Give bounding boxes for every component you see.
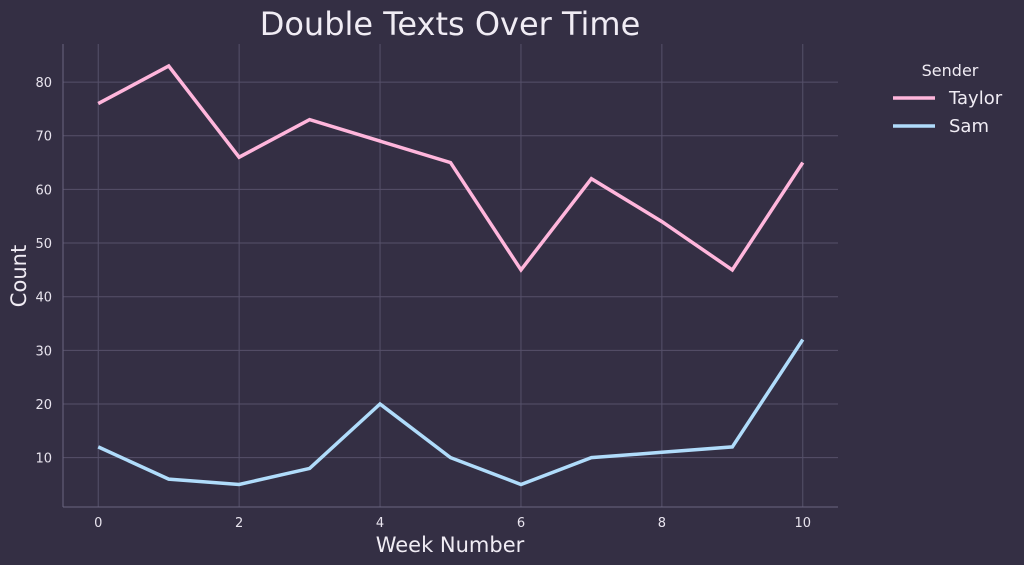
x-tick-label: 4 — [376, 516, 384, 531]
legend-title: Sender — [922, 61, 979, 80]
x-tick-label: 2 — [235, 516, 243, 531]
series-line-taylor — [97, 63, 805, 273]
grid — [63, 44, 838, 507]
legend-label-sam: Sam — [949, 116, 989, 137]
series-line-sam — [97, 338, 805, 487]
tick-labels: 0 2 4 6 8 10 10 20 30 40 50 60 70 80 — [35, 76, 811, 531]
y-tick-label: 50 — [35, 237, 52, 252]
y-tick-label: 80 — [35, 76, 52, 91]
x-tick-label: 10 — [794, 516, 811, 531]
y-tick-label: 10 — [35, 452, 52, 467]
x-tick-label: 8 — [658, 516, 666, 531]
axes — [62, 44, 838, 508]
legend: Sender Taylor Sam — [893, 61, 1003, 137]
y-tick-label: 70 — [35, 130, 52, 145]
y-tick-label: 20 — [35, 398, 52, 413]
x-tick-label: 0 — [94, 516, 102, 531]
legend-label-taylor: Taylor — [948, 88, 1003, 109]
series-lines — [97, 63, 805, 487]
y-tick-label: 30 — [35, 344, 52, 359]
y-axis-label: Count — [7, 245, 31, 307]
x-axis-label: Week Number — [376, 533, 525, 557]
y-tick-label: 60 — [35, 183, 52, 198]
y-tick-label: 40 — [35, 291, 52, 306]
x-tick-label: 6 — [517, 516, 525, 531]
chart-title: Double Texts Over Time — [260, 5, 641, 43]
